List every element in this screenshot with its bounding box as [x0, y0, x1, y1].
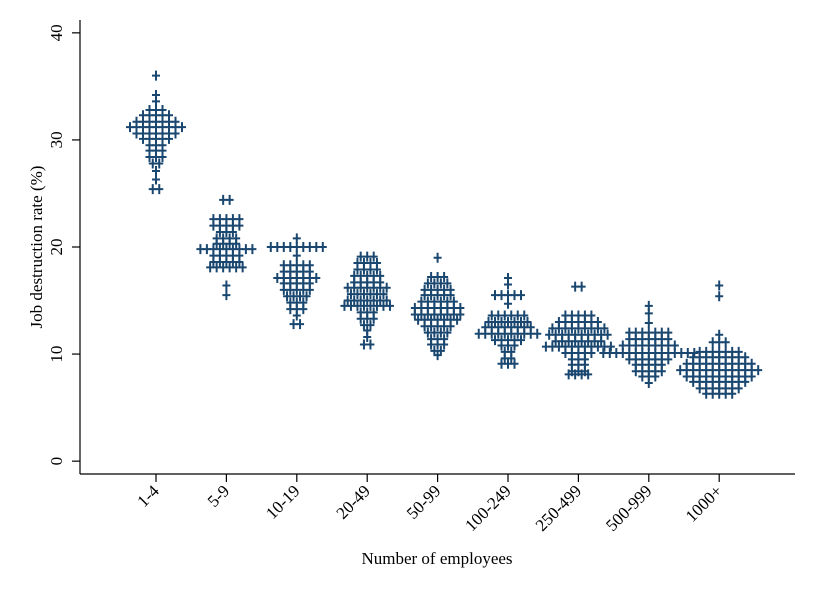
y-tick-label: 10: [47, 346, 66, 363]
data-point: [158, 140, 167, 151]
data-point: [577, 281, 586, 292]
data-point: [248, 244, 257, 255]
data-point: [292, 250, 301, 261]
x-tick-label: 5-9: [204, 481, 233, 510]
x-tick-label: 1000+: [682, 481, 726, 525]
x-tick-label: 1-4: [133, 481, 163, 511]
data-point: [155, 184, 164, 195]
data-point: [292, 233, 301, 244]
data-point: [433, 252, 442, 263]
data-point: [587, 310, 596, 321]
data-point: [446, 290, 455, 301]
y-tick-label: 40: [47, 24, 66, 41]
x-tick-label: 10-19: [262, 481, 303, 522]
data-point: [715, 291, 724, 302]
data-point: [523, 316, 532, 327]
data-point: [165, 133, 173, 144]
data-point: [369, 313, 378, 324]
data-point: [651, 371, 660, 382]
y-tick-label: 20: [47, 239, 66, 256]
data-point: [152, 174, 160, 185]
data-point: [379, 289, 388, 300]
data-point: [232, 238, 241, 249]
data-point: [600, 323, 609, 334]
data-point: [222, 280, 231, 291]
data-point: [517, 290, 525, 301]
data-point: [715, 280, 724, 291]
data-point: [433, 350, 442, 361]
data-point: [385, 300, 394, 311]
data-point: [443, 327, 452, 338]
data-point: [728, 388, 737, 399]
data-point: [222, 290, 231, 301]
x-axis-label: Number of employees: [361, 549, 512, 568]
data-point: [721, 337, 730, 348]
x-tick-label: 20-49: [333, 481, 374, 522]
x-tick-label: 50-99: [403, 481, 444, 522]
data-point: [734, 383, 743, 394]
data-point: [520, 310, 529, 321]
data-point: [238, 262, 247, 273]
data-point: [754, 365, 763, 376]
data-point: [382, 295, 391, 306]
data-point: [443, 278, 452, 289]
y-axis-label: Job destruction rate (%): [27, 166, 46, 329]
data-point: [155, 158, 164, 169]
data-point: [305, 278, 314, 289]
data-point: [225, 194, 234, 205]
data-point: [446, 321, 455, 332]
data-point: [606, 341, 615, 352]
data-point: [440, 339, 449, 350]
data-point: [152, 165, 160, 176]
data-point: [664, 354, 673, 365]
data-point: [235, 256, 244, 267]
data-point: [510, 358, 519, 369]
data-point: [603, 329, 612, 340]
y-tick-label: 0: [47, 457, 66, 466]
data-point: [747, 371, 756, 382]
data-point: [504, 279, 512, 290]
y-tick-label: 30: [47, 131, 66, 148]
data-point: [235, 214, 244, 225]
x-tick-label: 500-999: [602, 481, 656, 535]
data-point: [152, 70, 160, 81]
data-point: [302, 291, 311, 302]
data-point: [292, 310, 301, 321]
data-point: [363, 331, 372, 342]
data-point: [597, 336, 606, 347]
data-point: [644, 318, 653, 329]
data-point: [318, 242, 327, 252]
data-point: [584, 369, 593, 380]
data-point: [453, 314, 462, 325]
data-point: [504, 298, 512, 309]
data-point: [366, 320, 375, 331]
x-tick-label: 100-249: [461, 481, 515, 535]
x-tick-label: 250-499: [532, 481, 586, 535]
data-point: [296, 319, 305, 330]
data-point: [533, 328, 542, 339]
data-point: [299, 304, 308, 315]
data-point: [369, 251, 378, 262]
data-point: [228, 227, 237, 238]
data-point: [312, 273, 321, 284]
data-point: [158, 152, 167, 163]
data-point: [382, 282, 391, 293]
data-point: [580, 354, 589, 365]
data-point: [587, 348, 596, 359]
data-point: [510, 340, 519, 351]
data-point: [517, 335, 525, 346]
data-point: [741, 376, 750, 387]
data-point: [366, 339, 375, 350]
data-point: [657, 366, 666, 377]
data-point: [644, 308, 653, 319]
data-point: [372, 264, 381, 275]
data-point: [171, 128, 180, 139]
data-point: [507, 353, 516, 364]
data-point: [152, 96, 160, 107]
data-point: [178, 122, 186, 133]
data-point: [644, 377, 653, 388]
data-point: [440, 271, 449, 282]
data-point: [456, 309, 465, 320]
